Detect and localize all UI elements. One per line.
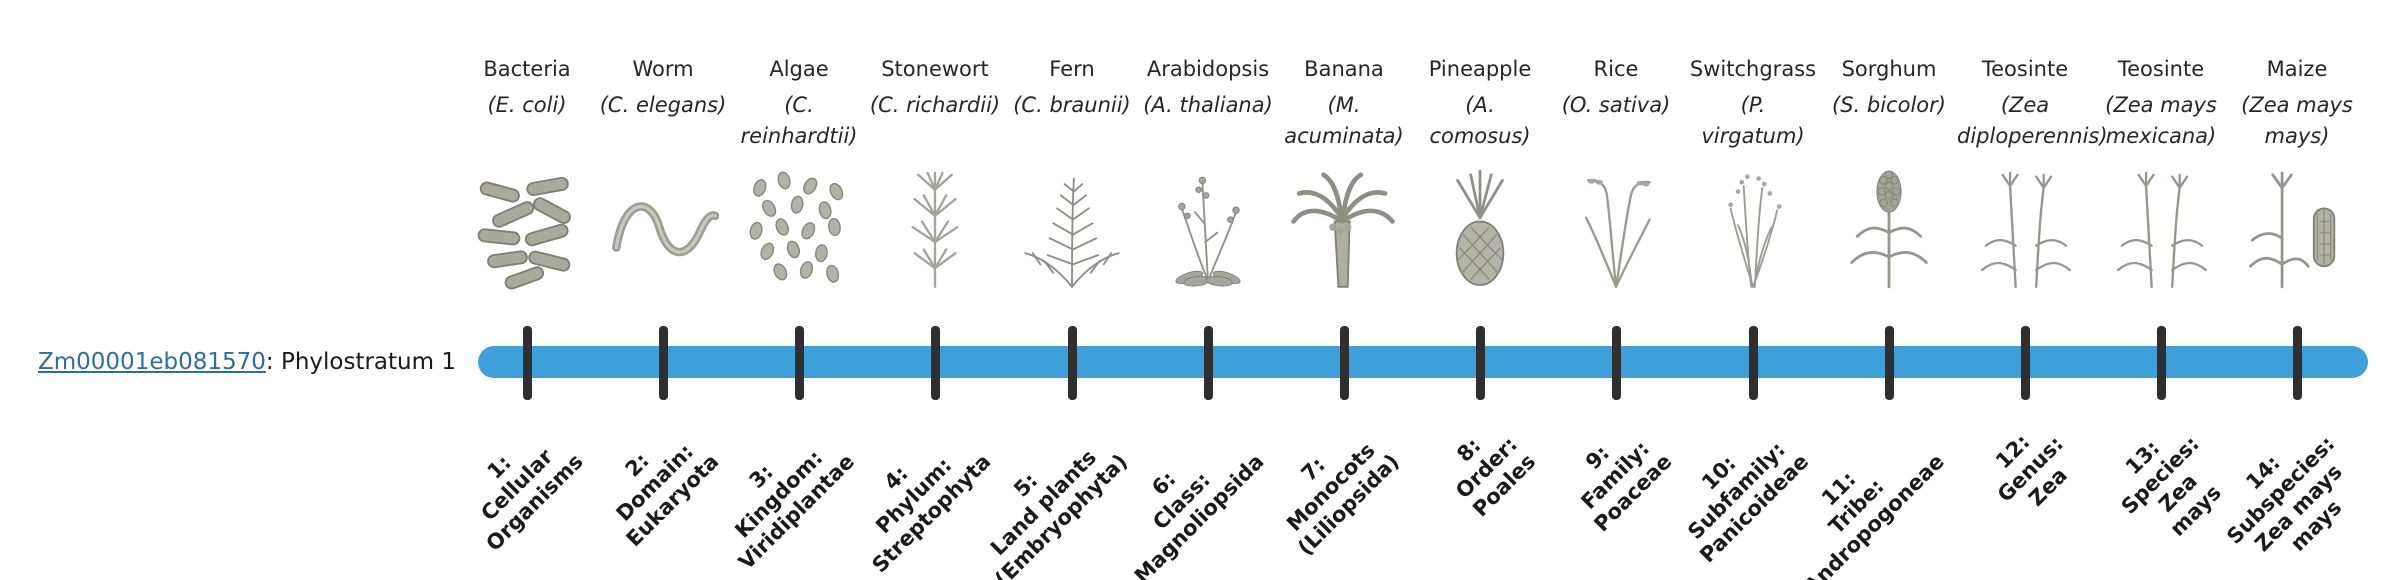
latin-name-line: comosus)	[1429, 124, 1531, 148]
organism-column: Teosinte (Zea mays mexicana)	[2093, 56, 2229, 296]
timeline-tick	[2293, 326, 2302, 400]
organism-latin-name: (A. thaliana)	[1140, 90, 1276, 156]
organism-latin-name: (M. acuminata)	[1276, 90, 1412, 156]
organism-latin-name: (E. coli)	[459, 90, 595, 156]
organism-latin-name: (Zea mays mays)	[2229, 90, 2365, 156]
latin-name-line: (A. thaliana)	[1143, 93, 1273, 117]
organism-column: Arabidopsis (A. thaliana)	[1140, 56, 1276, 296]
organism-latin-name: (O. sativa)	[1548, 90, 1684, 156]
timeline-tick	[795, 326, 804, 400]
organism-column: Stonewort (C. richardii)	[867, 56, 1003, 296]
bacteria-icon	[459, 156, 595, 296]
organism-name: Teosinte	[1981, 57, 2069, 81]
latin-name-line: (C.	[784, 93, 814, 117]
teosinte-icon	[1957, 156, 2093, 296]
rice-icon	[1548, 156, 1684, 296]
latin-name-line: (Zea mays	[2105, 93, 2217, 117]
organism-column: Teosinte (Zea diploperennis)	[1957, 56, 2108, 296]
organism-latin-name: (Zea diploperennis)	[1957, 90, 2108, 156]
organism-column: Pineapple (A. comosus)	[1412, 56, 1548, 296]
stonewort-icon	[867, 156, 1003, 296]
banana-icon	[1276, 156, 1412, 296]
organism-name: Maize	[2266, 57, 2328, 81]
organism-name: Worm	[632, 57, 694, 81]
maize-icon	[2229, 156, 2365, 296]
organism-name: Fern	[1049, 57, 1095, 81]
organism-latin-name: (C. braunii)	[1004, 90, 1140, 156]
organism-name: Bacteria	[483, 57, 571, 81]
latin-name-line: mexicana)	[2105, 124, 2217, 148]
organism-name: Teosinte	[2117, 57, 2205, 81]
organism-name: Algae	[769, 57, 829, 81]
organism-column: Maize (Zea mays mays)	[2229, 56, 2365, 296]
timeline-tick	[1340, 326, 1349, 400]
organism-column: Bacteria (E. coli)	[459, 56, 595, 296]
organism-column: Sorghum (S. bicolor)	[1821, 56, 1957, 296]
organism-latin-name: (P. virgatum)	[1685, 90, 1821, 156]
fern-icon	[1004, 156, 1140, 296]
latin-name-line: virgatum)	[1701, 124, 1805, 148]
gene-link[interactable]: Zm00001eb081570	[38, 349, 266, 375]
latin-name-line: diploperennis)	[1957, 124, 2108, 148]
algae-icon	[731, 156, 867, 296]
organism-latin-name: (C. elegans)	[595, 90, 731, 156]
latin-name-line: (C. richardii)	[869, 93, 1001, 117]
sorghum-icon	[1821, 156, 1957, 296]
organism-name: Banana	[1304, 57, 1384, 81]
timeline-tick	[931, 326, 940, 400]
timeline-tick	[2021, 326, 2030, 400]
timeline-tick	[2157, 326, 2166, 400]
gene-label: Zm00001eb081570: Phylostratum 1	[38, 349, 456, 376]
organism-name: Stonewort	[881, 57, 989, 81]
gene-label-suffix: : Phylostratum 1	[265, 349, 456, 375]
organism-column: Algae (C. reinhardtii)	[731, 56, 867, 296]
timeline-tick	[1476, 326, 1485, 400]
timeline-tick	[1749, 326, 1758, 400]
latin-name-line: (C. braunii)	[1013, 93, 1131, 117]
organism-column: Switchgrass (P. virgatum)	[1685, 56, 1821, 296]
timeline-tick	[1612, 326, 1621, 400]
timeline-tick	[1204, 326, 1213, 400]
timeline-tick	[659, 326, 668, 400]
latin-name-line: reinhardtii)	[740, 124, 858, 148]
latin-name-line: (P.	[1740, 93, 1766, 117]
organism-name: Switchgrass	[1689, 57, 1817, 81]
latin-name-line: (A.	[1465, 93, 1495, 117]
latin-name-line: (O. sativa)	[1561, 93, 1671, 117]
organism-name: Pineapple	[1428, 57, 1532, 81]
latin-name-line: (C. elegans)	[599, 93, 727, 117]
organism-column: Fern (C. braunii)	[1004, 56, 1140, 296]
organism-latin-name: (S. bicolor)	[1821, 90, 1957, 156]
organism-name: Sorghum	[1841, 57, 1937, 81]
timeline-tick	[1068, 326, 1077, 400]
switchgrass-icon	[1685, 156, 1821, 296]
organism-column: Rice (O. sativa)	[1548, 56, 1684, 296]
organism-column: Worm (C. elegans)	[595, 56, 731, 296]
organism-latin-name: (C. richardii)	[867, 90, 1003, 156]
organism-column: Banana (M. acuminata)	[1276, 56, 1412, 296]
worm-icon	[595, 156, 731, 296]
latin-name-line: (M.	[1327, 93, 1361, 117]
organism-latin-name: (A. comosus)	[1412, 90, 1548, 156]
arabidopsis-icon	[1140, 156, 1276, 296]
organism-name: Rice	[1593, 57, 1639, 81]
timeline-tick	[523, 326, 532, 400]
latin-name-line: mays)	[2264, 124, 2330, 148]
latin-name-line: (Zea mays	[2241, 93, 2353, 117]
latin-name-line: (S. bicolor)	[1832, 93, 1946, 117]
organism-latin-name: (C. reinhardtii)	[731, 90, 867, 156]
organism-name: Arabidopsis	[1146, 57, 1270, 81]
teosinte-icon	[2093, 156, 2229, 296]
organism-latin-name: (Zea mays mexicana)	[2093, 90, 2229, 156]
latin-name-line: (E. coli)	[487, 93, 567, 117]
pineapple-icon	[1412, 156, 1548, 296]
latin-name-line: (Zea	[2000, 93, 2050, 117]
timeline-bar	[478, 346, 2368, 378]
timeline-tick	[1885, 326, 1894, 400]
latin-name-line: acuminata)	[1284, 124, 1404, 148]
